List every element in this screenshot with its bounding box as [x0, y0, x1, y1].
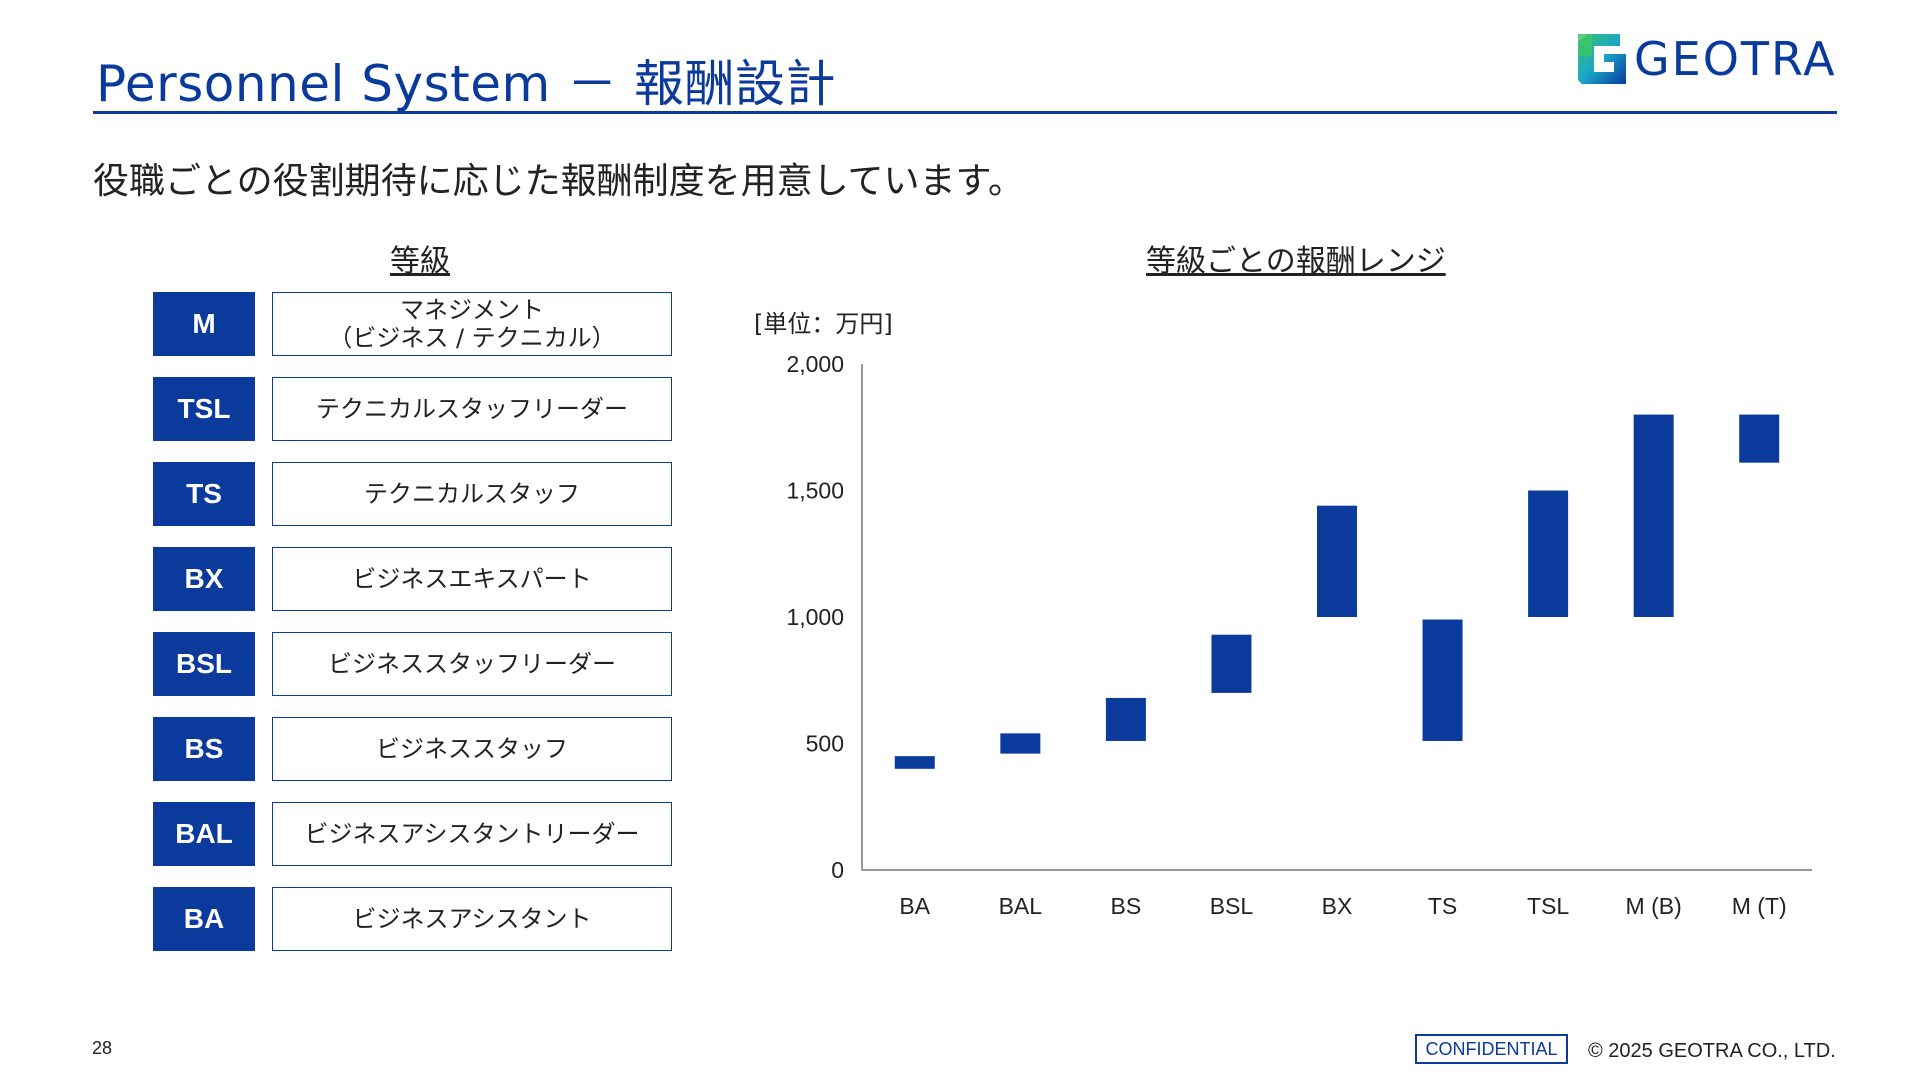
grades-heading: 等級 — [390, 244, 450, 279]
page-subtitle: 役職ごとの役割期待に応じた報酬制度を用意しています。 — [93, 161, 1024, 202]
grade-row-m: M マネジメント （ビジネス / テクニカル） — [153, 292, 673, 356]
grade-description-text: ビジネスアシスタント — [352, 905, 592, 933]
x-tick-label: TSL — [1527, 893, 1569, 919]
grade-description-text: テクニカルスタッフ — [364, 480, 580, 508]
grade-row-tsl: TSL テクニカルスタッフリーダー — [153, 377, 673, 441]
copyright-text: © 2025 GEOTRA CO., LTD. — [1588, 1040, 1836, 1062]
grade-code-badge: TSL — [153, 377, 255, 441]
grade-description-text: ビジネスアシスタントリーダー — [304, 820, 640, 848]
range-bar — [1528, 490, 1569, 617]
grade-row-ts: TS テクニカルスタッフ — [153, 462, 673, 526]
range-bar — [894, 756, 935, 769]
y-tick-label: 0 — [831, 857, 844, 883]
grade-description: ビジネスアシスタント — [272, 887, 672, 951]
grade-row-bsl: BSL ビジネススタッフリーダー — [153, 632, 673, 696]
grade-description: ビジネスエキスパート — [272, 547, 672, 611]
compensation-range-chart: [単位：万円] 0 500 1,000 1,500 2,000 BA BAL BS BSL BX TS… — [754, 310, 1812, 919]
grade-description-text: ビジネスエキスパート — [352, 565, 592, 593]
range-bar — [1317, 505, 1357, 617]
grade-description: テクニカルスタッフ — [272, 462, 672, 526]
grade-row-ba: BA ビジネスアシスタント — [153, 887, 673, 951]
logo-wordmark: GEOTRA — [1634, 32, 1837, 86]
y-tick-label: 2,000 — [786, 351, 844, 377]
confidential-badge: CONFIDENTIAL — [1415, 1034, 1568, 1064]
grade-description-text: ビジネススタッフ — [376, 735, 568, 763]
x-tick-label: BX — [1322, 893, 1353, 919]
grade-description: ビジネスアシスタントリーダー — [272, 802, 672, 866]
x-tick-label: BSL — [1210, 893, 1254, 919]
page-title: Personnel System － 報酬設計 — [96, 55, 836, 113]
range-bar — [1739, 414, 1780, 463]
grade-row-bs: BS ビジネススタッフ — [153, 717, 673, 781]
range-bar — [1633, 414, 1674, 617]
chart-unit-label: [単位：万円] — [754, 310, 893, 338]
range-bar — [1422, 619, 1463, 741]
grade-code-badge: BSL — [153, 632, 255, 696]
page-number: 28 — [92, 1038, 113, 1058]
logo-mark-icon — [1578, 34, 1626, 84]
x-tick-label: BS — [1111, 893, 1142, 919]
grade-description-text: マネジメント （ビジネス / テクニカル） — [328, 296, 616, 352]
title-divider — [93, 111, 1837, 114]
range-bar — [1211, 634, 1252, 693]
grade-description: マネジメント （ビジネス / テクニカル） — [272, 292, 672, 356]
y-tick-label: 1,000 — [786, 604, 844, 630]
y-tick-label: 500 — [806, 731, 844, 757]
grade-row-bx: BX ビジネスエキスパート — [153, 547, 673, 611]
x-tick-label: TS — [1428, 893, 1457, 919]
grade-description: テクニカルスタッフリーダー — [272, 377, 672, 441]
x-tick-label: M (B) — [1626, 893, 1682, 919]
grade-description: ビジネススタッフ — [272, 717, 672, 781]
range-bar — [1000, 733, 1041, 754]
grade-code-badge: M — [153, 292, 255, 356]
grade-row-bal: BAL ビジネスアシスタントリーダー — [153, 802, 673, 866]
grade-description: ビジネススタッフリーダー — [272, 632, 672, 696]
grade-description-text: テクニカルスタッフリーダー — [316, 395, 628, 423]
grade-code-badge: TS — [153, 462, 255, 526]
grade-code-badge: BAL — [153, 802, 255, 866]
grade-description-text: ビジネススタッフリーダー — [328, 650, 616, 678]
x-tick-label: M (T) — [1732, 893, 1787, 919]
grade-code-badge: BS — [153, 717, 255, 781]
x-tick-label: BA — [899, 893, 930, 919]
grade-code-badge: BX — [153, 547, 255, 611]
range-bar — [1105, 697, 1146, 741]
geotra-logo: GEOTRA — [1574, 30, 1840, 88]
chart-heading: 等級ごとの報酬レンジ — [1146, 244, 1446, 279]
grade-code-badge: BA — [153, 887, 255, 951]
x-tick-label: BAL — [999, 893, 1043, 919]
y-tick-label: 1,500 — [786, 478, 844, 504]
